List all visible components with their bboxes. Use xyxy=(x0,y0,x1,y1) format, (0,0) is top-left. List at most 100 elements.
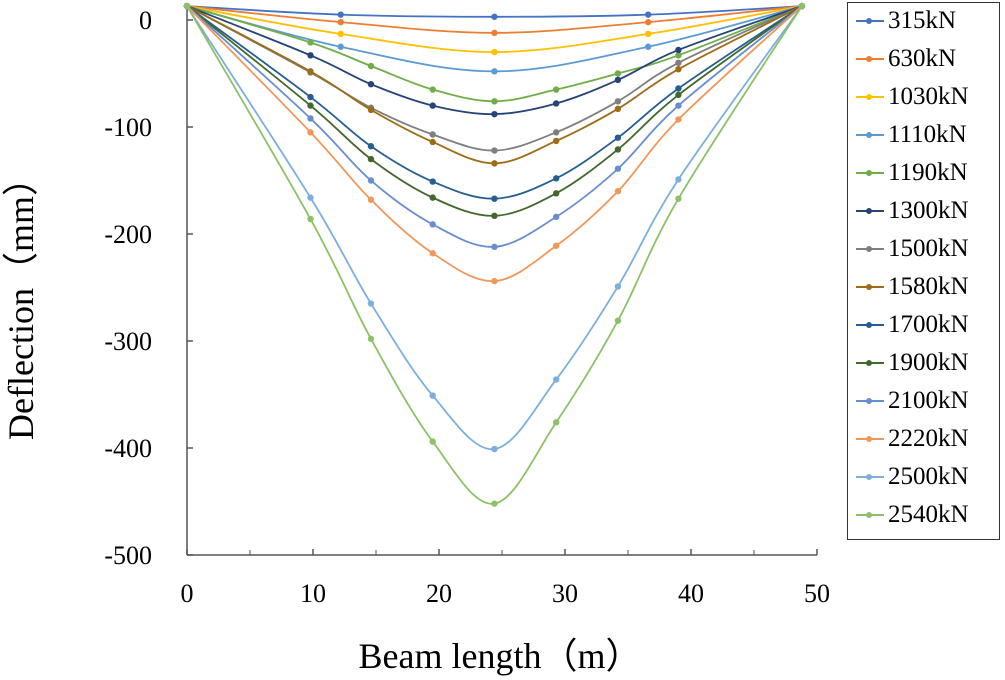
data-point xyxy=(552,190,560,197)
data-point xyxy=(675,195,682,202)
data-point xyxy=(307,129,314,136)
series-line xyxy=(186,5,803,116)
legend-item: 1700kN xyxy=(848,307,1001,345)
legend-item: 1030kN xyxy=(848,79,1001,117)
legend-label: 315kN xyxy=(888,7,957,34)
legend-item: 2500kN xyxy=(848,459,1001,497)
data-point xyxy=(307,115,314,122)
legend-item: 2540kN xyxy=(848,497,1001,535)
legend-label: 1500kN xyxy=(888,235,969,262)
data-point xyxy=(367,143,375,150)
data-point xyxy=(675,85,682,92)
data-point xyxy=(798,2,806,10)
data-point xyxy=(614,134,622,141)
legend-marker xyxy=(866,398,872,404)
legend-marker xyxy=(866,322,872,328)
data-point xyxy=(675,176,682,183)
series-315kN xyxy=(183,2,806,20)
data-point xyxy=(367,106,375,114)
series-1580kN xyxy=(183,2,806,167)
data-point xyxy=(675,91,682,99)
y-tick-label: -100 xyxy=(104,113,152,142)
data-point xyxy=(429,250,436,257)
data-point xyxy=(337,18,344,26)
data-point xyxy=(552,100,560,107)
legend-marker xyxy=(866,132,872,138)
data-point xyxy=(552,86,560,93)
data-point xyxy=(552,129,560,136)
data-point xyxy=(491,195,498,202)
legend: 315kN 630kN 1030kN 1110kN 1190kN 1300kN 1500kN… xyxy=(847,2,1000,540)
data-point xyxy=(675,102,682,109)
x-tick-label: 0 xyxy=(181,579,194,608)
data-point xyxy=(491,13,498,20)
data-point xyxy=(491,68,498,75)
legend-marker xyxy=(866,18,872,24)
legend-marker xyxy=(866,56,872,62)
data-point xyxy=(614,165,622,172)
data-point xyxy=(644,18,652,26)
legend-item: 1190kN xyxy=(848,155,1001,193)
data-point xyxy=(614,76,622,84)
data-point xyxy=(429,392,436,399)
data-point xyxy=(491,110,498,118)
legend-label: 1700kN xyxy=(888,311,969,338)
legend-label: 2220kN xyxy=(888,425,969,452)
y-tick-label: -300 xyxy=(104,327,152,356)
legend-item: 2220kN xyxy=(848,421,1001,459)
x-tick-label: 50 xyxy=(804,579,830,608)
data-point xyxy=(491,212,498,220)
x-tick-label: 10 xyxy=(300,579,326,608)
data-point xyxy=(552,137,560,145)
legend-marker xyxy=(866,436,872,442)
data-point xyxy=(614,105,622,113)
series-2540kN xyxy=(183,2,806,507)
x-tick-label: 30 xyxy=(552,579,578,608)
data-point xyxy=(675,116,682,123)
legend-marker xyxy=(866,360,872,366)
data-point xyxy=(307,194,314,201)
data-point xyxy=(491,277,498,285)
data-point xyxy=(429,131,436,138)
legend-label: 1110kN xyxy=(888,121,967,148)
data-point xyxy=(307,215,314,223)
legend-label: 2500kN xyxy=(888,463,969,490)
legend-label: 630kN xyxy=(888,45,957,72)
legend-item: 1580kN xyxy=(848,269,1001,307)
data-point xyxy=(307,52,314,59)
data-point xyxy=(367,335,375,343)
data-point xyxy=(614,283,622,290)
legend-item: 2100kN xyxy=(848,383,1001,421)
data-point xyxy=(367,62,375,70)
x-axis-label: Beam length（m） xyxy=(359,636,642,676)
data-point xyxy=(552,213,560,221)
legend-label: 2540kN xyxy=(888,501,969,528)
data-point xyxy=(307,39,314,46)
y-tick-label: -500 xyxy=(104,541,152,570)
data-point xyxy=(675,46,682,54)
data-point xyxy=(429,102,436,109)
legend-marker xyxy=(866,512,872,518)
legend-item: 315kN xyxy=(848,3,1001,41)
legend-label: 1580kN xyxy=(888,273,969,300)
data-point xyxy=(429,138,436,146)
data-point xyxy=(367,196,375,203)
y-tick-label: -400 xyxy=(104,434,152,463)
legend-label: 1030kN xyxy=(888,83,969,110)
data-point xyxy=(367,300,375,307)
legend-label: 1300kN xyxy=(888,197,969,224)
data-point xyxy=(675,59,682,66)
data-point xyxy=(491,29,498,37)
legend-item: 1110kN xyxy=(848,117,1001,155)
data-point xyxy=(614,146,622,153)
data-point xyxy=(675,52,682,59)
data-point xyxy=(429,86,436,93)
data-point xyxy=(337,30,344,38)
y-tick-label: 0 xyxy=(139,6,152,35)
legend-item: 1500kN xyxy=(848,231,1001,269)
legend-label: 1900kN xyxy=(888,349,969,376)
data-point xyxy=(429,221,436,228)
data-point xyxy=(552,242,560,249)
data-point xyxy=(337,43,344,50)
data-point xyxy=(614,98,622,105)
